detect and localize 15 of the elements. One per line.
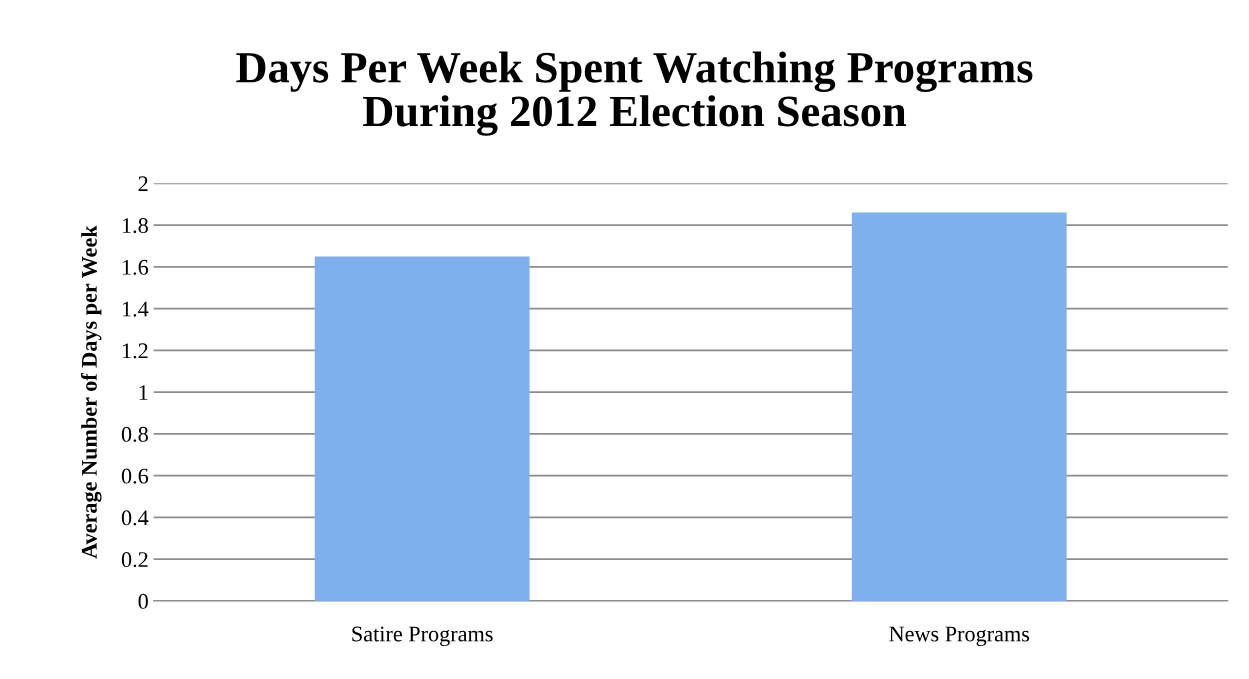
y-tick-label: 1.2 — [122, 343, 148, 359]
y-tick-label: 1 — [139, 385, 148, 400]
chart-title: Days Per Week Spent Watching Programs During 2012 Election Season — [236, 51, 1033, 136]
y-tick-label: 0.8 — [121, 426, 148, 442]
x-tick-label: Satire Programs — [352, 626, 493, 647]
y-tick-label: 1.6 — [122, 259, 149, 275]
y-tick-label: 0.6 — [121, 468, 149, 484]
x-tick-label: News Programs — [889, 626, 1030, 647]
y-tick-label: 1.4 — [122, 301, 149, 317]
y-tick-label: 0.4 — [121, 510, 149, 526]
y-tick-label: 1.8 — [122, 218, 148, 234]
y-axis-title: Average Number of Days per Week — [80, 225, 102, 559]
y-tick-label: 0 — [138, 593, 148, 609]
y-tick-label: 0.2 — [121, 552, 148, 568]
y-tick-label: 2 — [138, 176, 148, 192]
